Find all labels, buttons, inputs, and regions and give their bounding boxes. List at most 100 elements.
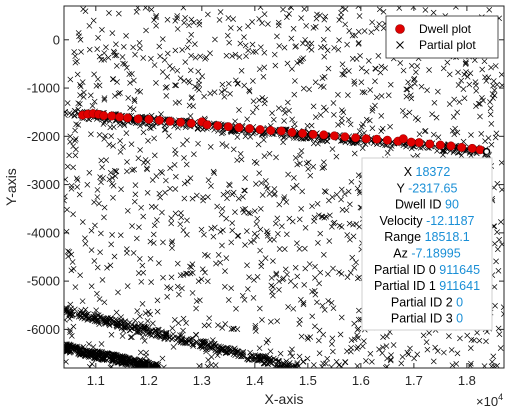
- dwell-plot-marker: [340, 132, 350, 142]
- partial-plot-marker: [250, 98, 257, 105]
- partial-plot-marker: [182, 337, 189, 344]
- partial-plot-marker: [321, 53, 328, 60]
- partial-plot-marker: [205, 342, 211, 349]
- partial-plot-marker: [169, 65, 176, 72]
- partial-plot-marker: [248, 239, 254, 246]
- partial-plot-marker: [379, 125, 386, 132]
- partial-plot-marker: [118, 317, 125, 324]
- partial-plot-marker: [336, 17, 343, 23]
- partial-plot-marker: [478, 131, 485, 137]
- partial-plot-marker: [187, 113, 194, 119]
- partial-plot-marker: [68, 185, 75, 192]
- partial-plot-marker: [493, 258, 499, 265]
- partial-plot-marker: [259, 192, 266, 198]
- partial-plot-marker: [488, 64, 494, 71]
- partial-plot-marker: [178, 214, 185, 221]
- y-tick-label: -1000: [27, 81, 60, 96]
- datatip[interactable]: X 18372 Y -2317.65 Dwell ID 90 Velocity -12…: [361, 151, 493, 331]
- partial-plot-marker: [414, 63, 421, 70]
- partial-plot-marker: [330, 265, 336, 272]
- partial-plot-marker: [139, 365, 146, 368]
- partial-plot-marker: [286, 215, 293, 222]
- partial-plot-marker: [240, 350, 246, 357]
- partial-plot-marker: [132, 191, 139, 198]
- partial-plot-marker: [251, 230, 258, 237]
- partial-plot-marker: [187, 67, 194, 74]
- dwell-plot-marker: [406, 137, 416, 147]
- partial-plot-marker: [319, 75, 326, 81]
- partial-plot-marker: [131, 323, 138, 330]
- partial-plot-marker: [423, 339, 430, 345]
- partial-plot-marker: [356, 307, 362, 314]
- partial-plot-marker: [271, 186, 278, 192]
- partial-plot-marker: [347, 121, 354, 128]
- partial-plot-marker: [253, 221, 260, 227]
- partial-plot-marker: [219, 206, 226, 212]
- partial-plot-marker: [305, 166, 312, 172]
- partial-plot-marker: [282, 110, 288, 116]
- partial-plot-marker: [274, 318, 281, 324]
- partial-plot-marker: [324, 355, 331, 362]
- partial-plot-marker: [369, 125, 376, 132]
- partial-plot-marker: [135, 155, 142, 162]
- partial-plot-marker: [88, 247, 95, 253]
- partial-plot-marker: [481, 58, 488, 65]
- partial-plot-marker: [113, 62, 120, 69]
- partial-plot-marker: [383, 343, 390, 349]
- partial-plot-marker: [127, 80, 133, 86]
- partial-plot-marker: [136, 329, 143, 335]
- partial-plot-marker: [387, 357, 394, 364]
- partial-plot-marker: [163, 177, 169, 184]
- partial-plot-marker: [110, 182, 117, 189]
- partial-plot-marker: [186, 38, 192, 44]
- partial-plot-marker: [310, 362, 317, 368]
- partial-plot-marker: [252, 208, 258, 214]
- axis-ticks: 1.1 1.2 1.3 1.4 1.5 1.6 1.7 1.8 0 -1000 -2000 -3000…: [27, 6, 504, 388]
- partial-plot-marker: [108, 241, 115, 248]
- partial-plot-marker: [284, 60, 291, 67]
- partial-plot-marker: [143, 165, 150, 172]
- partial-plot-marker: [407, 83, 414, 90]
- partial-plot-marker: [206, 315, 213, 322]
- partial-plot-marker: [209, 337, 216, 343]
- datatip-row: Dwell ID 90: [395, 198, 459, 212]
- partial-plot-marker: [159, 209, 165, 216]
- partial-plot-marker: [183, 320, 189, 326]
- partial-plot-marker: [399, 107, 406, 114]
- partial-plot-marker: [338, 14, 345, 20]
- partial-plot-marker: [285, 171, 291, 178]
- partial-plot-marker: [167, 185, 173, 192]
- partial-plot-marker: [77, 344, 83, 351]
- partial-plot-marker: [272, 62, 279, 69]
- partial-plot-marker: [342, 359, 348, 365]
- partial-plot-marker: [182, 124, 189, 131]
- partial-plot-marker: [130, 106, 137, 113]
- partial-plot-marker: [280, 139, 286, 146]
- partial-plot-marker: [232, 209, 238, 215]
- partial-plot-marker: [128, 334, 135, 341]
- partial-plot-marker: [237, 40, 244, 47]
- partial-plot-marker: [420, 332, 427, 339]
- partial-plot-marker: [312, 23, 319, 30]
- partial-plot-marker: [71, 112, 78, 119]
- partial-plot-marker: [307, 172, 314, 179]
- partial-plot-marker: [323, 360, 329, 367]
- partial-plot-marker: [325, 298, 332, 304]
- partial-plot-marker: [205, 11, 211, 18]
- partial-plot-marker: [164, 284, 170, 290]
- partial-plot-marker: [259, 20, 265, 26]
- partial-plot-marker: [70, 266, 77, 272]
- partial-plot-marker: [197, 53, 204, 60]
- partial-plot-marker: [155, 363, 162, 368]
- partial-plot-marker: [331, 111, 337, 118]
- partial-plot-marker: [193, 298, 200, 304]
- partial-plot-marker: [412, 115, 419, 121]
- dwell-plot-marker: [223, 122, 233, 132]
- partial-plot-marker: [136, 256, 143, 262]
- partial-plot-marker: [105, 54, 112, 61]
- legend[interactable]: Dwell plot Partial plot: [385, 15, 499, 59]
- partial-plot-marker: [344, 348, 350, 355]
- partial-plot-marker: [355, 41, 362, 47]
- dwell-plot-markers: [78, 109, 491, 156]
- partial-plot-marker: [304, 355, 311, 362]
